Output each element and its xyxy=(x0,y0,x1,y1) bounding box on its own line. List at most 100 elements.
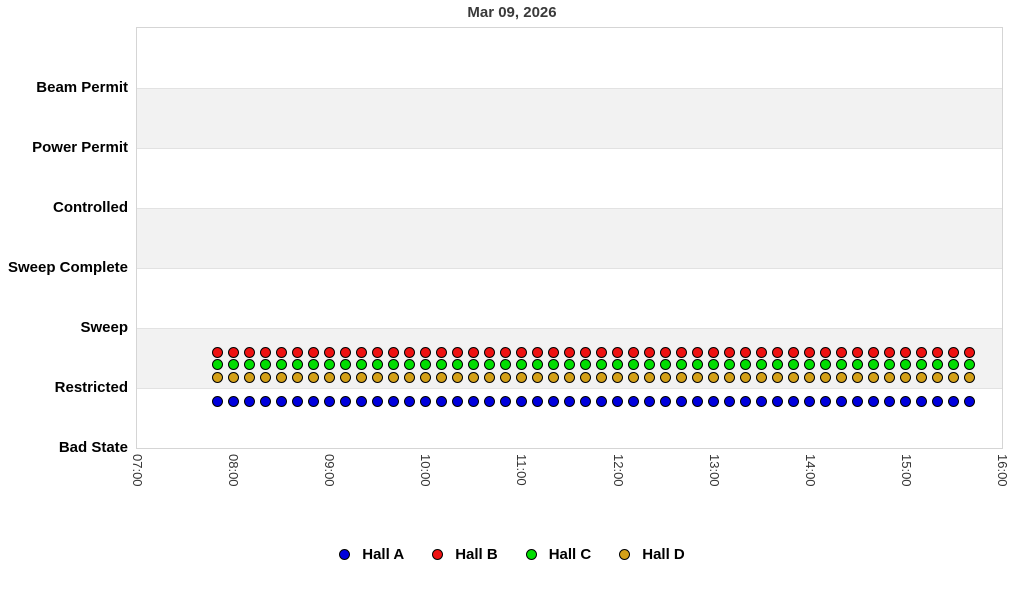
grid-band xyxy=(137,208,1002,268)
data-point-hall-c xyxy=(419,358,431,370)
data-point-hall-b xyxy=(259,347,271,359)
data-point-hall-b xyxy=(403,347,415,359)
data-point-hall-c xyxy=(259,358,271,370)
data-point-hall-c xyxy=(788,358,800,370)
data-point-hall-b xyxy=(515,347,527,359)
data-point-hall-a xyxy=(596,396,608,407)
x-axis-tick-label: 09:00 xyxy=(322,454,338,487)
data-point-hall-b xyxy=(788,347,800,359)
data-point-hall-d xyxy=(804,372,816,384)
data-point-hall-c xyxy=(756,358,768,370)
data-point-hall-a xyxy=(564,396,575,407)
data-point-hall-b xyxy=(564,347,575,359)
data-point-hall-d xyxy=(964,372,976,384)
data-point-hall-c xyxy=(580,358,592,370)
data-point-hall-a xyxy=(580,396,592,407)
data-point-hall-a xyxy=(788,396,800,407)
data-point-hall-d xyxy=(740,372,752,384)
y-axis-label: Bad State xyxy=(58,439,128,456)
data-point-hall-d xyxy=(403,372,415,384)
data-point-hall-c xyxy=(355,358,367,370)
gridline xyxy=(137,268,1002,269)
data-point-hall-b xyxy=(964,347,976,359)
data-point-hall-a xyxy=(483,396,495,407)
data-point-hall-b xyxy=(371,347,383,359)
data-point-hall-d xyxy=(355,372,367,384)
data-point-hall-c xyxy=(451,358,463,370)
data-point-hall-c xyxy=(243,358,255,370)
data-point-hall-b xyxy=(531,347,543,359)
data-point-hall-c xyxy=(724,358,736,370)
x-axis-tick-label: 14:00 xyxy=(802,454,818,487)
data-point-hall-c xyxy=(932,358,944,370)
data-point-hall-c xyxy=(708,358,720,370)
x-axis-tick-label: 12:00 xyxy=(610,454,626,487)
x-axis-tick-label: 13:00 xyxy=(706,454,722,487)
x-axis-tick-label: 08:00 xyxy=(226,454,242,487)
data-point-hall-b xyxy=(323,347,335,359)
data-point-hall-a xyxy=(900,396,912,407)
legend-item-label: Hall A xyxy=(362,545,405,563)
data-point-hall-b xyxy=(900,347,912,359)
data-point-hall-b xyxy=(211,347,223,359)
data-point-hall-a xyxy=(692,396,704,407)
legend-item-hall-a[interactable]: Hall A xyxy=(339,546,404,563)
legend-marker-icon xyxy=(432,548,444,560)
data-point-hall-a xyxy=(932,396,944,407)
legend-item-hall-d[interactable]: Hall D xyxy=(619,546,685,563)
data-point-hall-c xyxy=(227,358,239,370)
data-point-hall-c xyxy=(547,358,559,370)
y-axis-label: Beam Permit xyxy=(36,79,128,96)
data-point-hall-b xyxy=(772,347,784,359)
data-point-hall-a xyxy=(740,396,752,407)
data-point-hall-b xyxy=(612,347,624,359)
legend-marker-icon xyxy=(619,548,631,560)
data-point-hall-c xyxy=(291,358,303,370)
data-point-hall-b xyxy=(628,347,640,359)
data-point-hall-d xyxy=(564,372,575,384)
data-point-hall-a xyxy=(964,396,976,407)
data-point-hall-c xyxy=(900,358,912,370)
legend-item-hall-b[interactable]: Hall B xyxy=(432,546,498,563)
data-point-hall-a xyxy=(547,396,559,407)
data-point-hall-d xyxy=(868,372,880,384)
y-axis-label: Sweep xyxy=(80,319,128,336)
data-point-hall-a xyxy=(291,396,303,407)
y-axis-label: Restricted xyxy=(54,379,128,396)
data-point-hall-a xyxy=(884,396,896,407)
data-point-hall-d xyxy=(227,372,239,384)
data-point-hall-d xyxy=(243,372,255,384)
gridline xyxy=(137,388,1002,389)
data-point-hall-d xyxy=(884,372,896,384)
data-point-hall-b xyxy=(708,347,720,359)
data-point-hall-b xyxy=(660,347,672,359)
data-point-hall-b xyxy=(932,347,944,359)
data-point-hall-d xyxy=(676,372,688,384)
data-point-hall-c xyxy=(676,358,688,370)
data-point-hall-b xyxy=(948,347,960,359)
x-axis-tick-label: 11:00 xyxy=(514,454,530,486)
data-point-hall-d xyxy=(596,372,608,384)
y-axis-label: Sweep Complete xyxy=(7,259,128,276)
data-point-hall-d xyxy=(612,372,624,384)
data-point-hall-b xyxy=(483,347,495,359)
data-point-hall-a xyxy=(724,396,736,407)
data-point-hall-b xyxy=(916,347,928,359)
data-point-hall-a xyxy=(756,396,768,407)
data-point-hall-a xyxy=(211,396,223,407)
data-point-hall-b xyxy=(740,347,752,359)
data-point-hall-c xyxy=(483,358,495,370)
data-point-hall-d xyxy=(275,372,287,384)
data-point-hall-c xyxy=(387,358,399,370)
data-point-hall-c xyxy=(467,358,479,370)
data-point-hall-b xyxy=(275,347,287,359)
data-point-hall-d xyxy=(916,372,928,384)
data-point-hall-a xyxy=(820,396,832,407)
data-point-hall-d xyxy=(644,372,656,384)
data-point-hall-c xyxy=(964,358,976,370)
legend-item-hall-c[interactable]: Hall C xyxy=(525,546,591,563)
data-point-hall-c xyxy=(499,358,511,370)
y-axis-label: Power Permit xyxy=(32,139,128,156)
data-point-hall-c xyxy=(403,358,415,370)
